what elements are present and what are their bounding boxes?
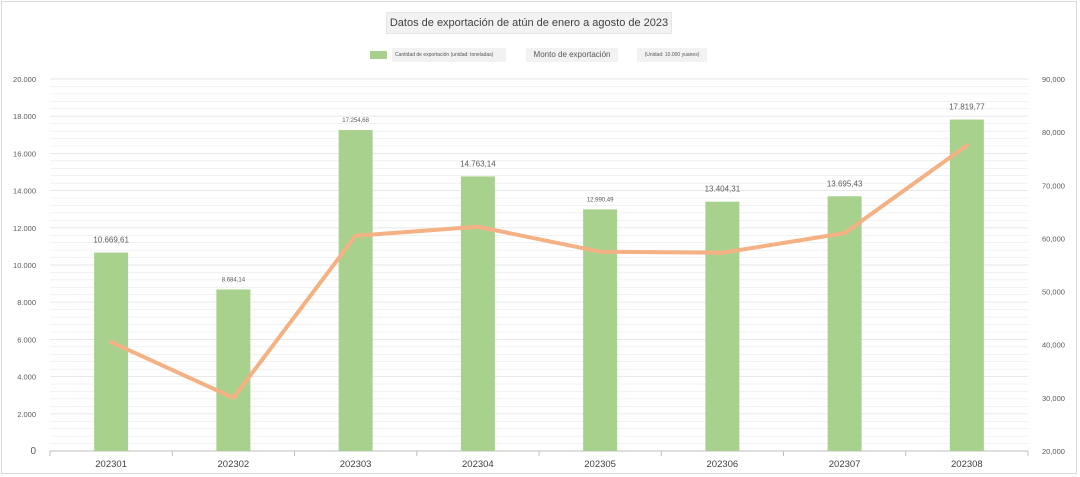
bar-data-label: 14.763,14 xyxy=(460,159,496,168)
legend-line-label: Monto de exportación xyxy=(526,48,618,62)
y-right-tick-label: 30,000 xyxy=(1042,394,1065,403)
x-tick-label: 202301 xyxy=(95,459,127,470)
bar xyxy=(216,289,251,451)
bar-data-label: 13.695,43 xyxy=(827,179,863,188)
y-left-tick-label: 20.000 xyxy=(13,75,36,84)
bar-data-label: 10.669,61 xyxy=(93,236,129,245)
bar-data-label: 17.819,77 xyxy=(949,103,985,112)
y-right-tick-label: 50,000 xyxy=(1042,288,1065,297)
y-left-tick-label: 12.000 xyxy=(13,224,36,233)
y-left-tick-label: 10.000 xyxy=(13,261,36,270)
y-left-tick-label: 2.000 xyxy=(17,410,36,419)
bar xyxy=(583,209,618,451)
bar xyxy=(949,119,984,451)
bar-data-label: 8.684,14 xyxy=(222,277,246,283)
x-tick-label: 202307 xyxy=(829,459,861,470)
legend-unit-label: (Unidad: 10.000 yuanes) xyxy=(637,48,707,62)
y-right-tick-label: 20,000 xyxy=(1042,447,1065,456)
y-left-tick-label: 0 xyxy=(30,446,36,457)
y-left-tick-label: 16.000 xyxy=(13,149,36,158)
legend-bar-swatch xyxy=(370,51,387,59)
x-tick-label: 202308 xyxy=(951,459,983,470)
y-left-tick-label: 4.000 xyxy=(17,373,36,382)
y-left-tick-label: 8.000 xyxy=(17,298,36,307)
bar xyxy=(338,130,373,451)
x-tick-label: 202303 xyxy=(340,459,372,470)
bar xyxy=(705,201,740,451)
legend-bar-label: Cantidad de exportación (unidad: tonelad… xyxy=(392,48,506,62)
line-series xyxy=(109,143,969,400)
bar xyxy=(94,252,129,451)
y-right-tick-label: 70,000 xyxy=(1042,181,1065,190)
bar-data-label: 13.404,31 xyxy=(705,185,741,194)
x-tick-label: 202306 xyxy=(707,459,739,470)
x-tick-label: 202302 xyxy=(218,459,250,470)
bar-data-label: 17.254,68 xyxy=(342,118,369,124)
y-left-tick-label: 14.000 xyxy=(13,187,36,196)
bar xyxy=(827,196,862,451)
x-tick-label: 202304 xyxy=(462,459,494,470)
y-right-tick-label: 60,000 xyxy=(1042,234,1065,243)
chart-title: Datos de exportación de atún de enero a … xyxy=(386,12,672,34)
bar-data-label: 12.990,49 xyxy=(587,197,614,203)
y-left-tick-label: 6.000 xyxy=(17,335,36,344)
y-right-tick-label: 80,000 xyxy=(1042,128,1065,137)
y-right-tick-label: 90,000 xyxy=(1042,75,1065,84)
x-tick-label: 202305 xyxy=(584,459,616,470)
bar xyxy=(460,176,495,452)
y-right-tick-label: 40,000 xyxy=(1042,341,1065,350)
y-left-tick-label: 18.000 xyxy=(13,112,36,121)
